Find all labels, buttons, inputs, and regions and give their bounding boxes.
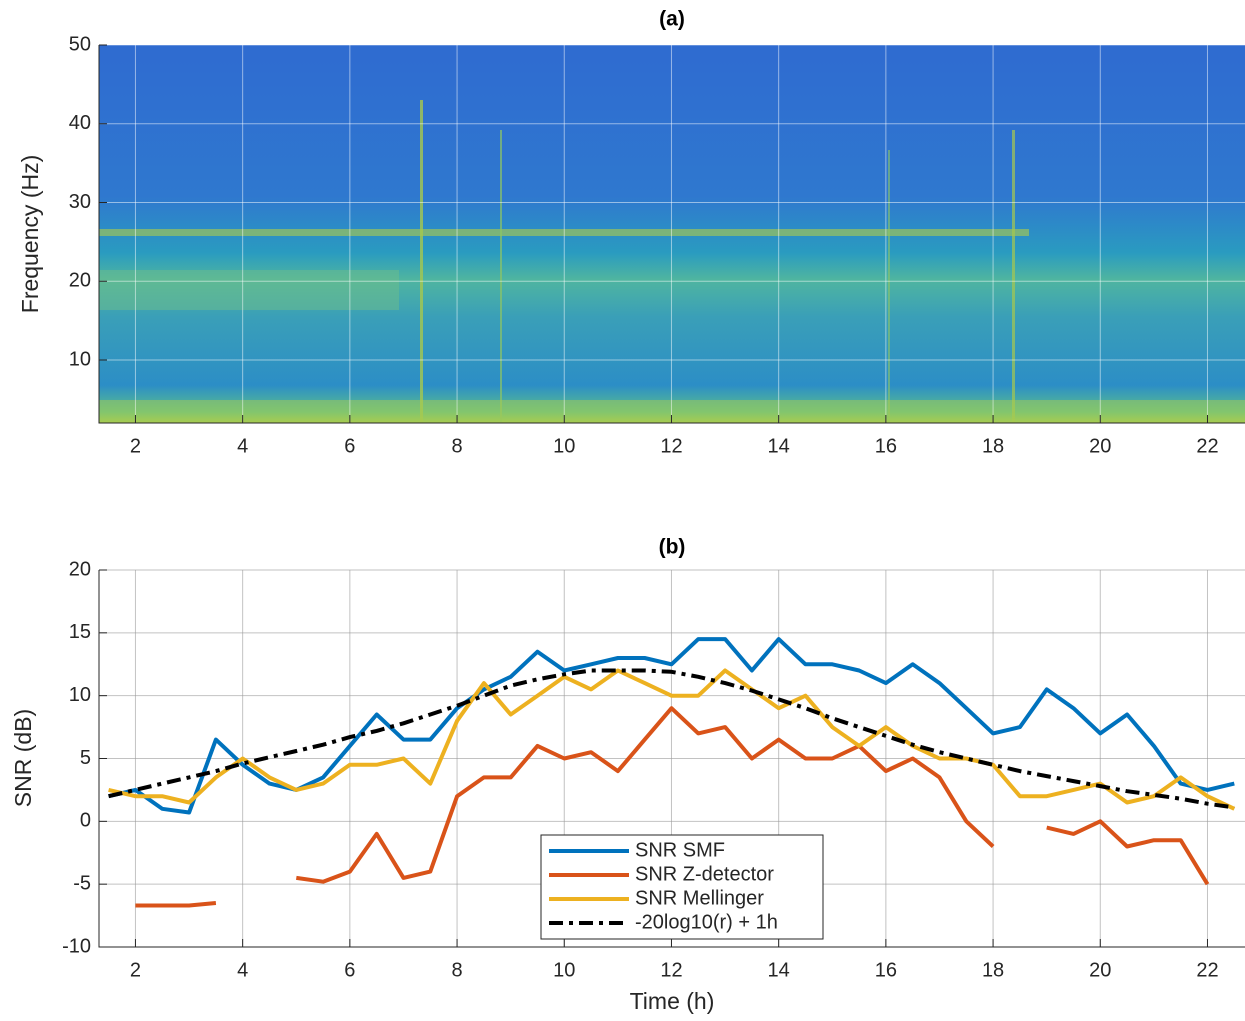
line-series xyxy=(108,668,1236,811)
y-tick-label: 15 xyxy=(69,621,91,643)
x-tick-label: 20 xyxy=(1089,435,1111,457)
chart-title: (a) xyxy=(659,8,685,31)
x-tick-label: 10 xyxy=(553,435,575,457)
legend-label: SNR Mellinger xyxy=(635,887,764,909)
x-tick-label: 16 xyxy=(875,959,897,981)
line-series xyxy=(108,668,1235,810)
x-tick-label: 22 xyxy=(1196,959,1218,981)
axis-frame xyxy=(98,570,1245,948)
y-tick-label: 20 xyxy=(69,270,91,292)
x-tick-label: 22 xyxy=(1196,435,1218,457)
y-tick-label: 30 xyxy=(69,191,91,213)
x-tick-label: 6 xyxy=(344,435,355,457)
x-tick-label: 16 xyxy=(875,435,897,457)
x-tick-label: 2 xyxy=(130,435,141,457)
chart-title: (b) xyxy=(659,536,686,559)
spectrogram-image xyxy=(99,45,1245,423)
x-tick-label: 4 xyxy=(237,959,248,981)
x-tick-label: 6 xyxy=(344,959,355,981)
legend-label: -20log10(r) + 1h xyxy=(635,911,778,933)
x-axis-label: Time (h) xyxy=(630,988,715,1014)
y-axis-label: Frequency (Hz) xyxy=(17,155,43,313)
x-tick-label: 12 xyxy=(660,959,682,981)
x-tick-label: 18 xyxy=(982,435,1004,457)
legend-label: SNR Z-detector xyxy=(635,863,774,885)
y-tick-label: 40 xyxy=(69,112,91,134)
y-tick-label: 5 xyxy=(80,747,91,769)
x-tick-label: 14 xyxy=(768,435,790,457)
x-tick-label: 2 xyxy=(130,959,141,981)
x-tick-label: 10 xyxy=(553,959,575,981)
x-tick-label: 18 xyxy=(982,959,1004,981)
y-axis-label: SNR (dB) xyxy=(10,709,36,807)
y-tick-label: -10 xyxy=(62,935,91,957)
y-tick-label: 10 xyxy=(69,348,91,370)
x-tick-label: 12 xyxy=(660,435,682,457)
line-series xyxy=(135,706,1210,908)
y-tick-label: -5 xyxy=(73,872,91,894)
x-tick-label: 20 xyxy=(1089,959,1111,981)
y-tick-label: 50 xyxy=(69,33,91,55)
legend-label: SNR SMF xyxy=(635,839,725,861)
x-tick-label: 8 xyxy=(451,435,462,457)
x-tick-label: 8 xyxy=(451,959,462,981)
y-tick-label: 0 xyxy=(80,810,91,832)
axis-frame xyxy=(98,45,1245,424)
y-tick-label: 10 xyxy=(69,684,91,706)
y-tick-label: 20 xyxy=(69,558,91,580)
x-tick-label: 4 xyxy=(237,435,248,457)
x-tick-label: 14 xyxy=(768,959,790,981)
